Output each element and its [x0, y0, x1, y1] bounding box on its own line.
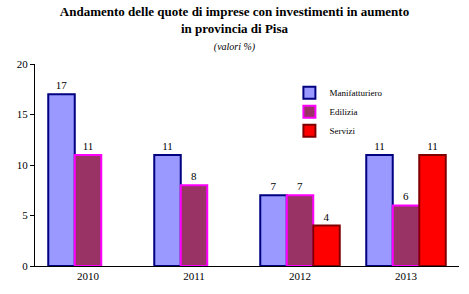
svg-text:10: 10: [17, 159, 29, 171]
svg-text:15: 15: [17, 108, 29, 120]
svg-text:Edilizia: Edilizia: [329, 107, 357, 117]
svg-text:2010: 2010: [77, 270, 100, 282]
svg-text:20: 20: [17, 58, 29, 70]
svg-text:4: 4: [324, 211, 330, 223]
svg-text:7: 7: [297, 180, 303, 192]
svg-text:0: 0: [22, 260, 28, 272]
svg-text:6: 6: [403, 190, 409, 202]
svg-text:2012: 2012: [289, 270, 311, 282]
svg-text:11: 11: [427, 140, 438, 152]
svg-text:Andamento delle quote di impre: Andamento delle quote di imprese con inv…: [60, 4, 409, 53]
svg-text:Manifatturiero: Manifatturiero: [329, 88, 382, 98]
svg-text:5: 5: [22, 209, 28, 221]
svg-text:7: 7: [271, 180, 277, 192]
svg-text:2013: 2013: [395, 270, 418, 282]
svg-text:2011: 2011: [183, 270, 205, 282]
svg-text:11: 11: [374, 140, 385, 152]
svg-text:11: 11: [162, 140, 173, 152]
svg-text:Servizi: Servizi: [329, 126, 355, 136]
svg-text:11: 11: [83, 140, 94, 152]
svg-text:8: 8: [191, 170, 197, 182]
svg-text:17: 17: [56, 79, 68, 91]
